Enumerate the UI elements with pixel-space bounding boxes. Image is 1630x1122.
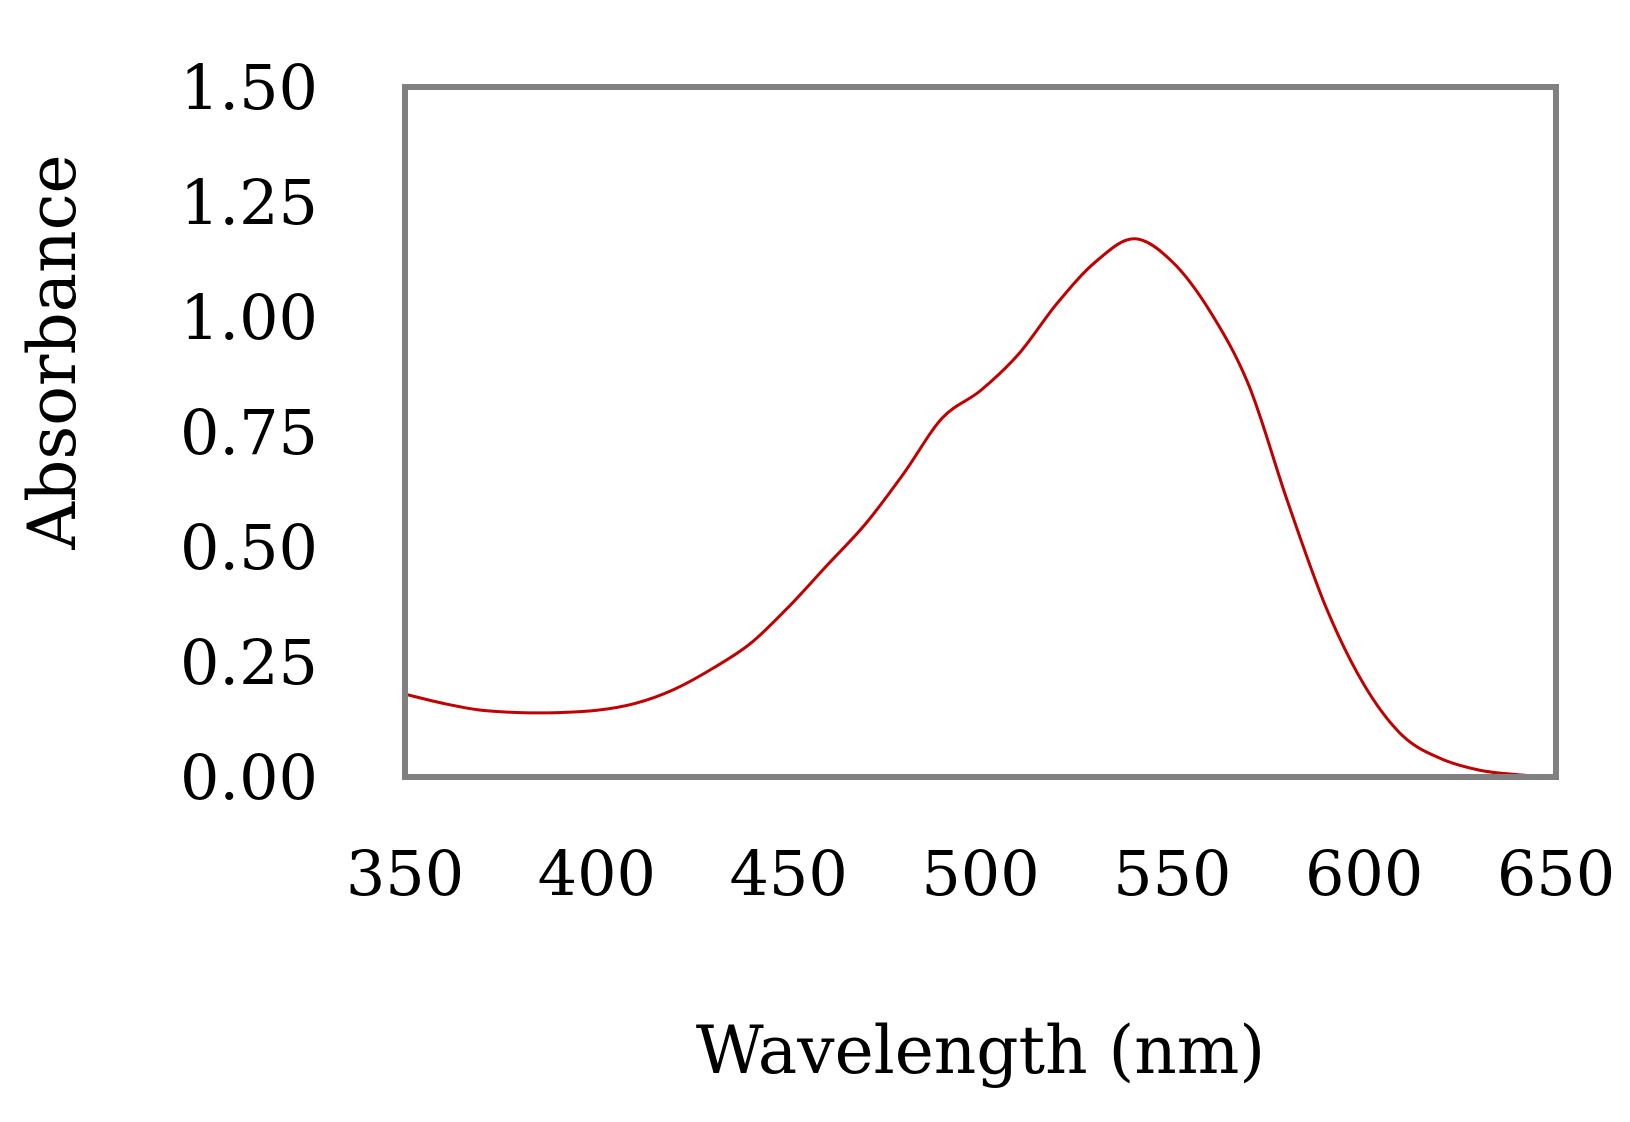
x-tick-label: 500 [921, 837, 1039, 910]
x-tick-label: 450 [729, 837, 847, 910]
x-axis-ticks: 350 400 450 500 550 600 650 [346, 837, 1615, 910]
y-tick-label: 1.25 [180, 166, 318, 239]
x-tick-label: 600 [1305, 837, 1423, 910]
y-tick-label: 1.00 [180, 281, 318, 354]
y-tick-label: 1.50 [180, 51, 318, 124]
x-tick-label: 650 [1497, 837, 1615, 910]
absorbance-series-line [403, 237, 1558, 779]
x-tick-label: 350 [346, 837, 464, 910]
x-tick-label: 550 [1113, 837, 1231, 910]
y-tick-label: 0.00 [180, 741, 318, 814]
y-axis-ticks: 0.00 0.25 0.50 0.75 1.00 1.25 1.50 [180, 51, 318, 814]
x-axis-title: Wavelength (nm) [696, 1012, 1265, 1089]
plot-area-frame [402, 84, 1559, 780]
y-tick-label: 0.25 [180, 626, 318, 699]
y-tick-label: 0.75 [180, 396, 318, 469]
x-tick-label: 400 [538, 837, 656, 910]
y-tick-label: 0.50 [180, 511, 318, 584]
y-axis-title: Absorbance [14, 154, 91, 550]
